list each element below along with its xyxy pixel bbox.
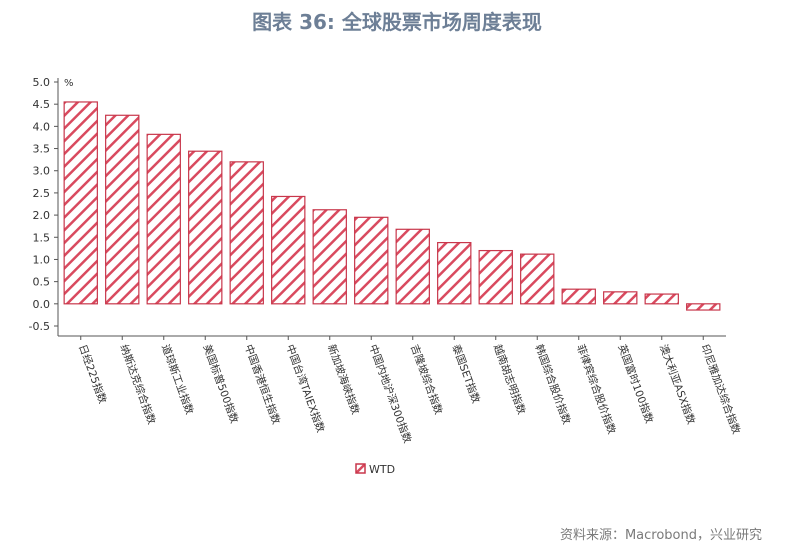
y-tick-label: 1.0 [33, 253, 51, 266]
x-tick-label: 泰国SET指数 [449, 343, 482, 406]
y-tick-label: 0.0 [33, 298, 51, 311]
y-tick-label: 4.0 [33, 120, 51, 133]
chart-bars [63, 101, 721, 311]
bar [395, 228, 430, 305]
bar-chart: 5.0 4.5 4.0 3.5 3.0 2.5 2.0 1.5 1.0 0.5 0.0 -0.5% 日… [29, 76, 744, 476]
bar [354, 216, 389, 305]
x-tick-label: 越南胡志明指数 [491, 343, 529, 417]
x-tick-label: 中国内地沪深300指数 [366, 343, 414, 446]
bar [644, 293, 679, 305]
bar [520, 253, 555, 305]
y-tick-label: -0.5 [29, 320, 50, 333]
x-tick-label: 澳大利亚ASX指数 [657, 343, 698, 427]
x-tick-label: 吉隆坡综合指数 [408, 343, 446, 417]
y-tick-label: 0.5 [33, 276, 51, 289]
bar [63, 101, 98, 305]
bar [312, 209, 347, 305]
source-note: 资料来源：Macrobond，兴业研究 [559, 528, 762, 543]
bar [105, 114, 140, 305]
x-tick-label: 菲律宾综合股价指数 [574, 343, 619, 437]
y-tick-label: 3.5 [33, 143, 51, 156]
y-tick-label: 2.5 [33, 187, 51, 200]
bar [437, 241, 472, 305]
y-tick-label: 2.0 [33, 209, 51, 222]
bar [478, 249, 513, 305]
y-tick-label: 5.0 [33, 76, 51, 89]
x-tick-label: 中国香港恒生指数 [242, 343, 283, 427]
x-tick-label: 印尼雅加达综合指数 [698, 343, 743, 437]
y-tick-label: 4.5 [33, 98, 51, 111]
x-tick-label: 中国台湾TAIEX指数 [283, 343, 327, 435]
x-tick-label: 日经225指数 [76, 343, 110, 406]
bar [561, 288, 596, 305]
unit-label: % [64, 78, 74, 89]
legend-swatch [355, 463, 366, 474]
bar [188, 150, 223, 305]
y-tick-label: 3.0 [33, 165, 51, 178]
chart-axes: 5.0 4.5 4.0 3.5 3.0 2.5 2.0 1.5 1.0 0.5 0.0 -0.5% [29, 76, 726, 340]
bar [686, 303, 721, 311]
x-tick-label: 英国富时100指数 [615, 343, 656, 426]
page-title: 图表 36: 全球股票市场周度表现 [252, 10, 542, 34]
x-tick-label: 道琼斯工业指数 [159, 343, 197, 417]
legend-label: WTD [369, 463, 395, 476]
x-tick-labels: 日经225指数 纳斯达克综合指数 道琼斯工业指数 美国标普500指数 中国香港恒生指数中… [76, 343, 743, 446]
legend: WTD [355, 463, 395, 476]
x-tick-label: 新加坡海峡指数 [325, 343, 363, 417]
x-tick-label: 韩国综合股价指数 [532, 343, 573, 427]
x-tick-label: 美国标普500指数 [200, 343, 241, 426]
x-tick-label: 纳斯达克综合指数 [117, 343, 158, 427]
bar [229, 161, 264, 305]
y-tick-label: 1.5 [33, 231, 51, 244]
bar [271, 195, 306, 305]
bar [146, 133, 181, 305]
bar [603, 291, 638, 305]
